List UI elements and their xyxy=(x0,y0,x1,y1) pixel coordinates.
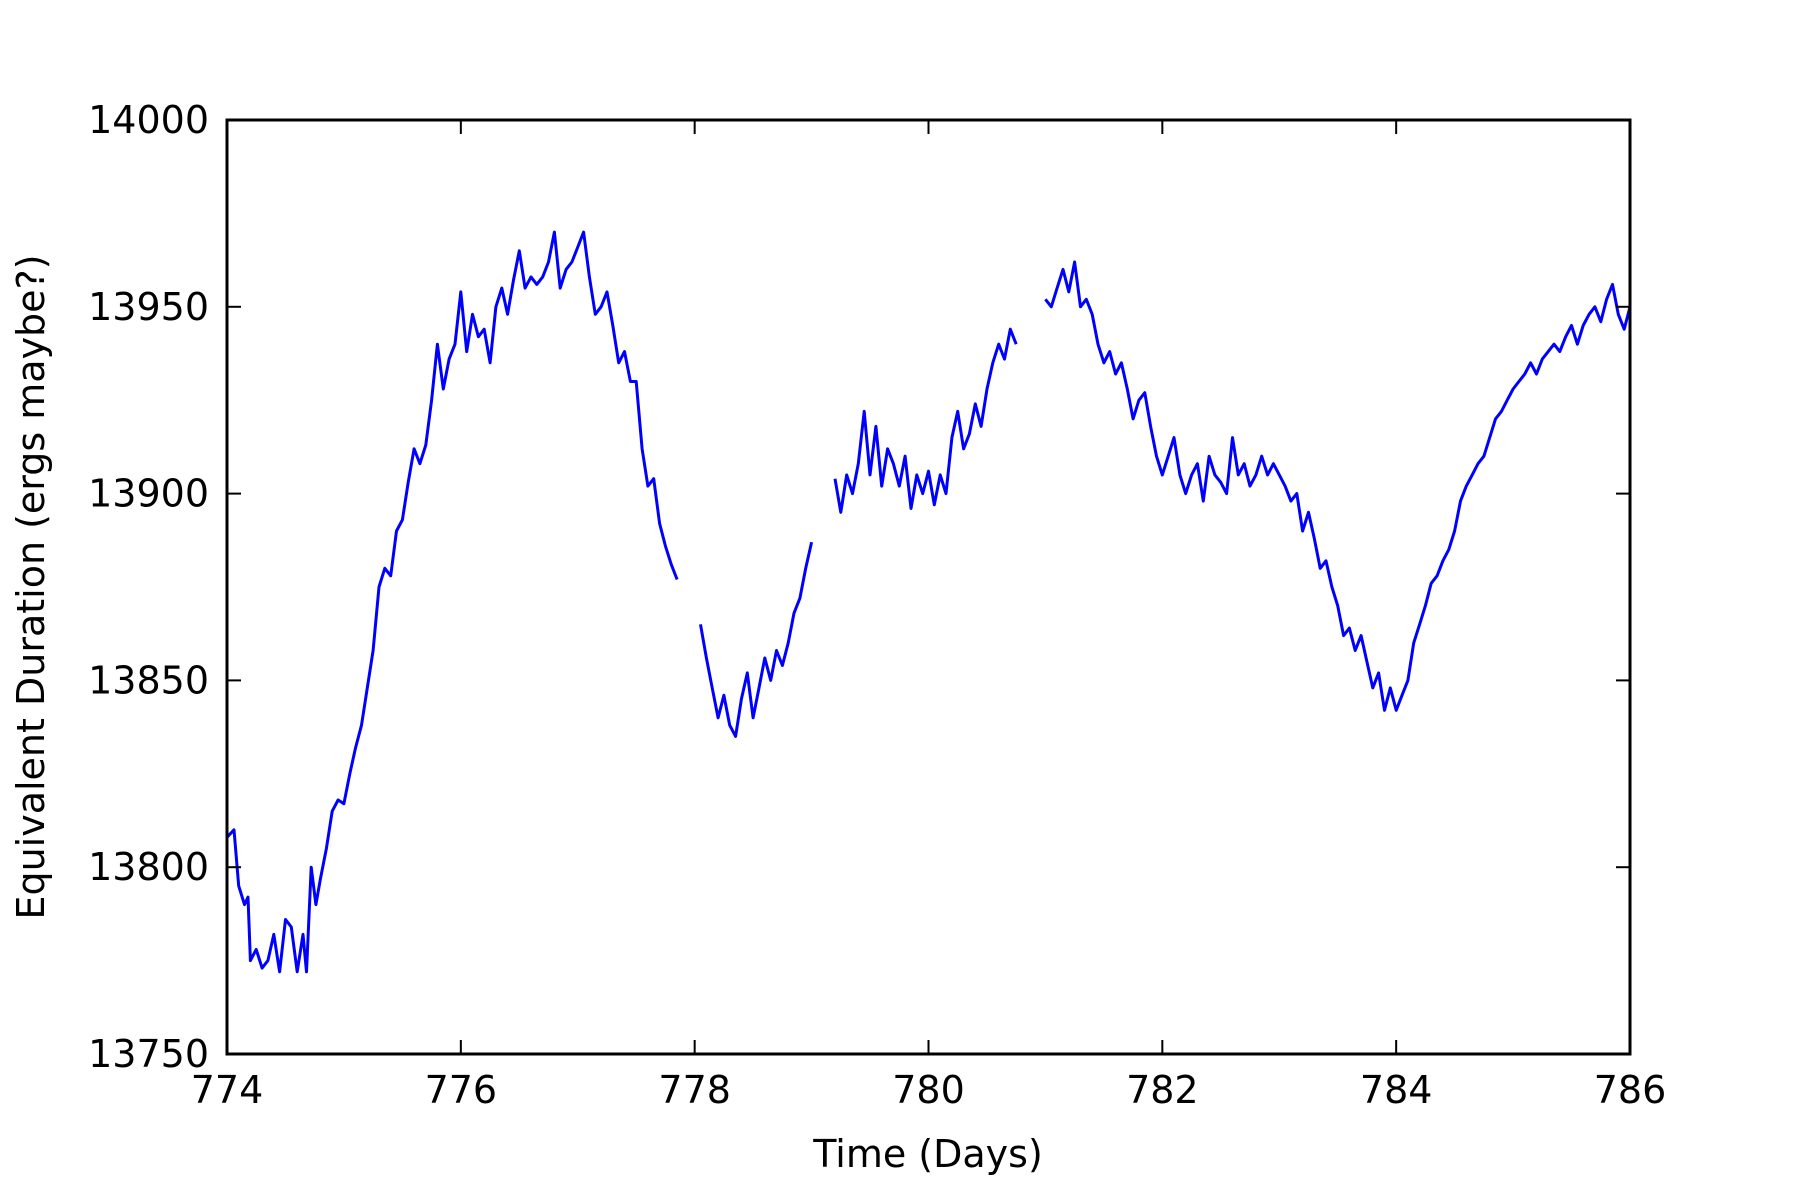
x-tick-label: 778 xyxy=(658,1068,731,1112)
y-tick-label: 14000 xyxy=(88,98,209,142)
x-tick-label: 786 xyxy=(1594,1068,1667,1112)
series-layer xyxy=(225,230,1632,974)
series-line-segment-3 xyxy=(1044,260,1632,712)
y-tick-label: 13750 xyxy=(88,1032,209,1076)
y-axis-label: Equivalent Duration (ergs maybe?) xyxy=(9,254,53,919)
x-tick-label: 774 xyxy=(191,1068,264,1112)
plot-frame xyxy=(225,118,1632,1056)
x-tick-label: 782 xyxy=(1126,1068,1199,1112)
series-line-segment-1 xyxy=(699,541,814,738)
y-tick-label: 13900 xyxy=(88,472,209,516)
series-line-segment-0 xyxy=(225,230,679,974)
series-line-segment-2 xyxy=(833,327,1018,514)
y-tick-label: 13950 xyxy=(88,285,209,329)
y-tick-labels: 13750 13800 13850 13900 13950 14000 xyxy=(88,98,209,1076)
y-tick-label: 13800 xyxy=(88,845,209,889)
x-tick-labels: 774 776 778 780 782 784 786 xyxy=(191,1068,1667,1112)
x-tick-label: 784 xyxy=(1360,1068,1433,1112)
x-tick-label: 776 xyxy=(425,1068,498,1112)
x-axis-label: Time (Days) xyxy=(812,1132,1043,1176)
x-tick-label: 780 xyxy=(892,1068,965,1112)
y-tick-label: 13850 xyxy=(88,658,209,702)
